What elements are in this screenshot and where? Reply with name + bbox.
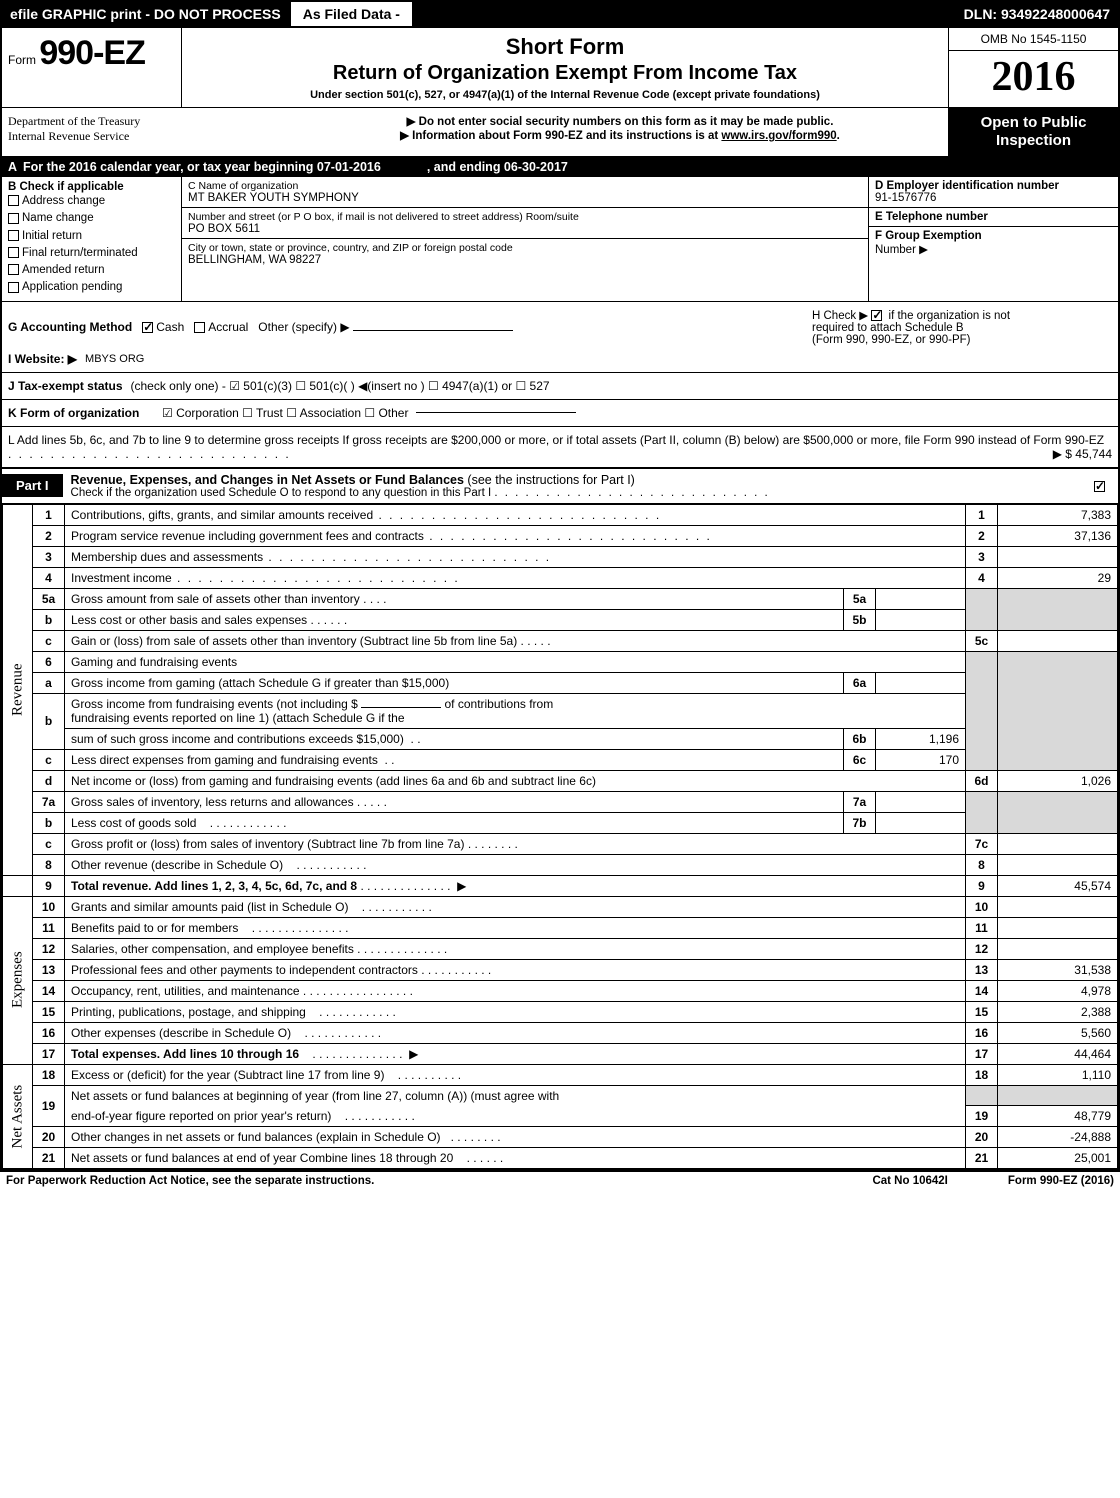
line-1-value: 7,383 — [998, 504, 1118, 525]
line-20-value: -24,888 — [998, 1127, 1118, 1148]
section-c-org-info: C Name of organization MT BAKER YOUTH SY… — [182, 177, 868, 301]
line-10-value — [998, 896, 1118, 917]
section-a-bar: A For the 2016 calendar year, or tax yea… — [2, 157, 1118, 177]
row-i-website: I Website: ▶ MBYS ORG — [2, 352, 1118, 373]
dept-warning-row: Department of the Treasury Internal Reve… — [2, 108, 1118, 157]
identity-block: B Check if applicable Address change Nam… — [2, 177, 1118, 302]
efile-topbar: efile GRAPHIC print - DO NOT PROCESS As … — [2, 2, 1118, 28]
part-1-badge: Part I — [2, 474, 63, 497]
org-city: BELLINGHAM, WA 98227 — [188, 254, 862, 266]
form-ref: Form 990-EZ (2016) — [1008, 1175, 1114, 1187]
chk-cash[interactable] — [142, 322, 153, 333]
ein: 91-1576776 — [875, 192, 1112, 204]
form-header: Form 990-EZ Short Form Return of Organiz… — [2, 28, 1118, 108]
website-value: MBYS ORG — [85, 353, 144, 365]
gross-receipts-amount: ▶ $ 45,744 — [1053, 447, 1112, 461]
form-number-box: Form 990-EZ — [2, 28, 182, 107]
line-14-value: 4,978 — [998, 980, 1118, 1001]
chk-accrual[interactable] — [194, 322, 205, 333]
row-k-form-org: K Form of organization ☑ Corporation ☐ T… — [2, 400, 1118, 427]
chk-sched-b-not-required[interactable] — [871, 310, 882, 321]
line-19-value: 48,779 — [998, 1106, 1118, 1127]
line-8-value — [998, 854, 1118, 875]
line-6d-value: 1,026 — [998, 770, 1118, 791]
revenue-sidelabel: Revenue — [3, 504, 33, 875]
part-1-table: Revenue 1 Contributions, gifts, grants, … — [2, 504, 1118, 1170]
form-number: 990-EZ — [39, 34, 145, 72]
line-17-total-expenses: 44,464 — [998, 1043, 1118, 1064]
line-11-value — [998, 917, 1118, 938]
line-2-value: 37,136 — [998, 525, 1118, 546]
line-5c-value — [998, 630, 1118, 651]
paperwork-notice: For Paperwork Reduction Act Notice, see … — [6, 1175, 872, 1187]
section-h: H Check ▶ if the organization is not req… — [812, 308, 1112, 346]
row-l-gross-receipts: L Add lines 5b, 6c, and 7b to line 9 to … — [2, 427, 1118, 468]
open-to-public-badge: Open to Public Inspection — [949, 108, 1118, 156]
line-21-value: 25,001 — [998, 1148, 1118, 1169]
org-address: PO BOX 5611 — [188, 223, 862, 235]
chk-application-pending[interactable]: Application pending — [8, 279, 175, 296]
expenses-sidelabel: Expenses — [3, 896, 33, 1064]
org-name: MT BAKER YOUTH SYMPHONY — [188, 192, 862, 204]
section-b-checkboxes: B Check if applicable Address change Nam… — [2, 177, 182, 301]
cat-no: Cat No 10642I — [872, 1175, 947, 1187]
chk-amended-return[interactable]: Amended return — [8, 262, 175, 279]
public-warning: ▶ Do not enter social security numbers o… — [292, 108, 948, 156]
as-filed-data: As Filed Data - — [289, 2, 414, 26]
line-12-value — [998, 938, 1118, 959]
section-def: D Employer identification number 91-1576… — [868, 177, 1118, 301]
tax-year: 2016 — [949, 51, 1118, 107]
line-18-value: 1,110 — [998, 1064, 1118, 1085]
line-16-value: 5,560 — [998, 1022, 1118, 1043]
chk-initial-return[interactable]: Initial return — [8, 228, 175, 245]
under-section-text: Under section 501(c), 527, or 4947(a)(1)… — [192, 89, 938, 101]
efile-notice: efile GRAPHIC print - DO NOT PROCESS — [2, 2, 289, 26]
row-g-h: G Accounting Method Cash Accrual Other (… — [2, 302, 1118, 352]
telephone-label: E Telephone number — [875, 211, 1112, 223]
return-title: Return of Organization Exempt From Incom… — [192, 62, 938, 85]
net-assets-sidelabel: Net Assets — [3, 1064, 33, 1169]
part-1-header: Part I Revenue, Expenses, and Changes in… — [2, 468, 1118, 504]
chk-final-return[interactable]: Final return/terminated — [8, 245, 175, 262]
form-title-block: Short Form Return of Organization Exempt… — [182, 28, 948, 107]
irs-link[interactable]: www.irs.gov/form990 — [721, 130, 836, 142]
line-3-value — [998, 546, 1118, 567]
section-a-text: For the 2016 calendar year, or tax year … — [23, 160, 381, 174]
section-a-ending: , and ending 06-30-2017 — [427, 160, 568, 174]
page-footer: For Paperwork Reduction Act Notice, see … — [0, 1171, 1120, 1190]
section-a-label: A — [8, 160, 17, 174]
line-6b-value: 1,196 — [876, 728, 966, 749]
dln-number: DLN: 93492248000647 — [956, 2, 1118, 26]
line-9-total-revenue: 45,574 — [998, 875, 1118, 896]
chk-address-change[interactable]: Address change — [8, 193, 175, 210]
line-7c-value — [998, 833, 1118, 854]
short-form-title: Short Form — [192, 34, 938, 60]
form-990ez-page: efile GRAPHIC print - DO NOT PROCESS As … — [0, 0, 1120, 1171]
line-6c-value: 170 — [876, 749, 966, 770]
chk-name-change[interactable]: Name change — [8, 210, 175, 227]
row-j-taxexempt: J Tax-exempt status (check only one) - ☑… — [2, 373, 1118, 400]
treasury-dept: Department of the Treasury Internal Reve… — [2, 108, 292, 156]
line-15-value: 2,388 — [998, 1001, 1118, 1022]
form-prefix: Form — [8, 53, 36, 67]
header-right-box: OMB No 1545-1150 2016 — [948, 28, 1118, 107]
chk-schedule-o-used[interactable] — [1094, 481, 1105, 492]
omb-number: OMB No 1545-1150 — [949, 28, 1118, 51]
line-4-value: 29 — [998, 567, 1118, 588]
line-13-value: 31,538 — [998, 959, 1118, 980]
